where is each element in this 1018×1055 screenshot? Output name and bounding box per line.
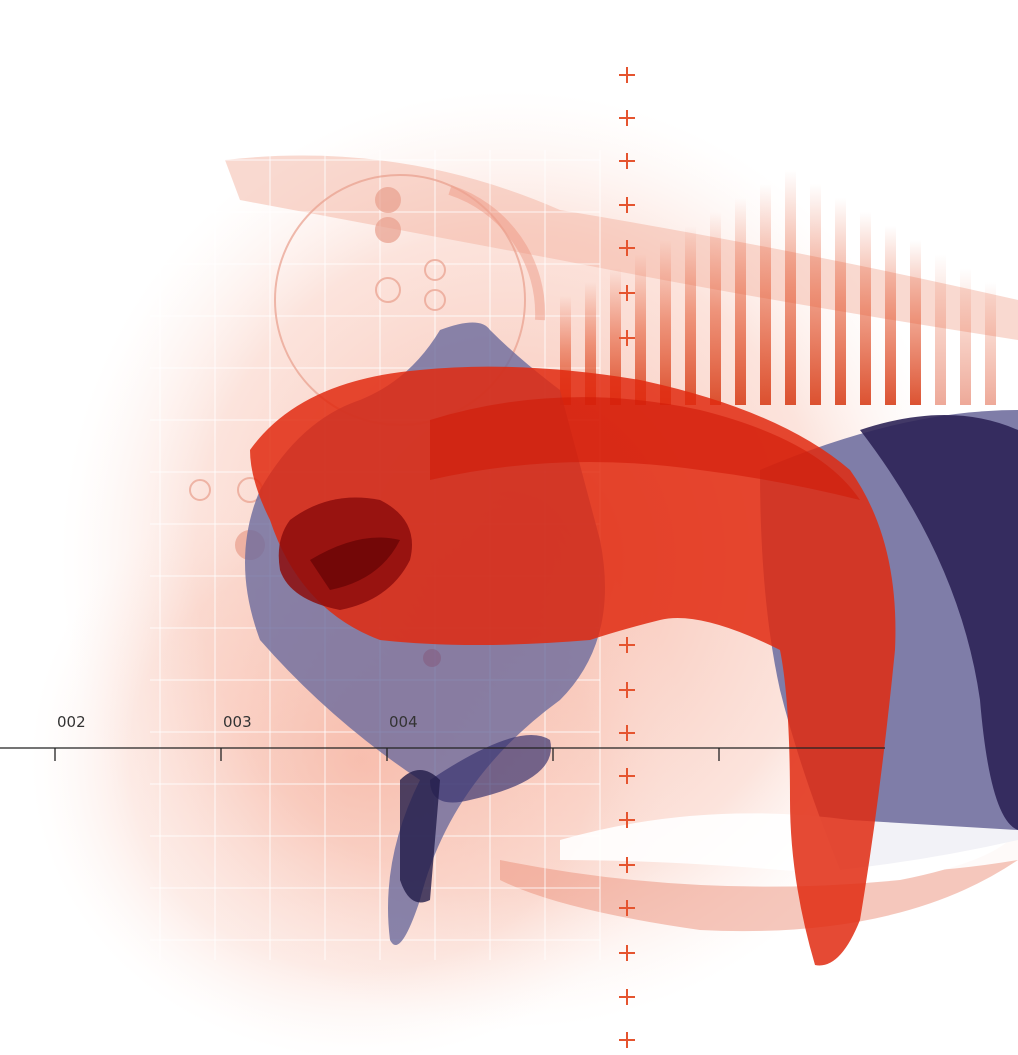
- axis: [0, 747, 885, 761]
- plus-sign: [619, 945, 635, 961]
- plus-sign: [619, 67, 635, 83]
- bar-stripe: [635, 254, 646, 405]
- red-shapes: [250, 366, 896, 966]
- bar-stripe: [760, 184, 771, 405]
- plus-sign: [619, 682, 635, 698]
- plus-sign: [619, 1032, 635, 1048]
- plus-sign: [619, 240, 635, 256]
- axis-labels: 002 003 004: [57, 713, 418, 731]
- plus-sign: [619, 153, 635, 169]
- plus-sign: [619, 110, 635, 126]
- plus-sign: [619, 725, 635, 741]
- bar-stripe: [835, 198, 846, 405]
- dotted-circle: [189, 174, 546, 667]
- plus-sign: [619, 900, 635, 916]
- bar-stripe: [810, 184, 821, 405]
- bar-stripe: [960, 268, 971, 405]
- bar-stripe: [860, 212, 871, 405]
- bar-stripe: [985, 282, 996, 405]
- axis-label: 002: [57, 713, 86, 731]
- bar-stripe: [735, 198, 746, 405]
- plus-sign: [619, 330, 635, 346]
- bar-stripe: [935, 254, 946, 405]
- bar-stripe: [685, 226, 696, 405]
- axis-label: 003: [223, 713, 252, 731]
- plus-sign: [619, 989, 635, 1005]
- bar-stripe: [585, 282, 596, 405]
- plus-sign: [619, 812, 635, 828]
- plus-sign: [619, 637, 635, 653]
- bar-stripe: [560, 296, 571, 405]
- bar-stripe: [660, 240, 671, 405]
- plus-markers: [619, 67, 635, 1048]
- bar-stripe: [710, 212, 721, 405]
- vertical-bars: [560, 170, 996, 405]
- axis-label: 004: [389, 713, 418, 731]
- bar-stripe: [885, 226, 896, 405]
- plus-sign: [619, 768, 635, 784]
- plus-sign: [619, 197, 635, 213]
- bar-stripe: [610, 268, 621, 405]
- bar-stripe: [785, 170, 796, 405]
- plus-sign: [619, 285, 635, 301]
- plus-sign: [619, 857, 635, 873]
- bar-stripe: [910, 240, 921, 405]
